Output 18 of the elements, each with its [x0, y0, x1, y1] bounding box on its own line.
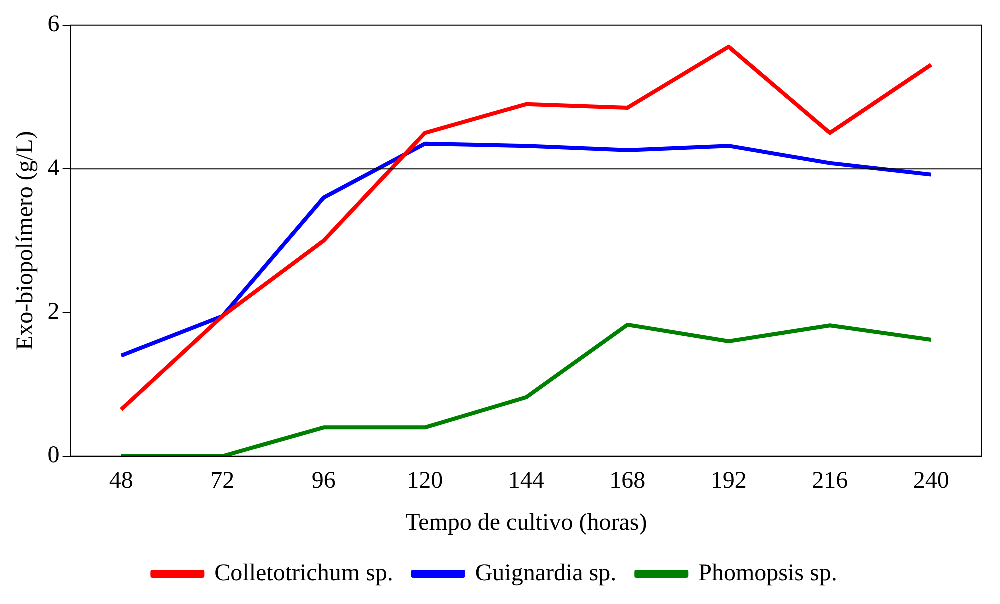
y-tick-label: 6: [48, 12, 60, 38]
legend-label: Phomopsis sp.: [698, 560, 838, 586]
x-tick-label: 192: [710, 468, 747, 494]
legend-label: Guignardia sp.: [475, 560, 617, 586]
x-axis-title: Tempo de cultivo (horas): [406, 510, 648, 536]
x-tick-label: 240: [913, 468, 950, 494]
y-axis-title: Exo-biopolímero (g/L): [12, 131, 39, 351]
x-tick-label: 72: [210, 468, 235, 494]
legend-label: Colletotrichum sp.: [214, 560, 394, 586]
x-tick-label: 144: [508, 468, 544, 494]
y-tick-label: 0: [48, 442, 60, 469]
x-tick-label: 168: [610, 468, 646, 494]
x-tick-label: 48: [109, 468, 134, 494]
x-tick-label: 216: [812, 468, 848, 494]
y-tick-label: 2: [48, 299, 60, 326]
x-tick-label: 120: [407, 468, 444, 494]
x-tick-label: 96: [312, 468, 336, 494]
y-tick-label: 4: [48, 155, 60, 182]
